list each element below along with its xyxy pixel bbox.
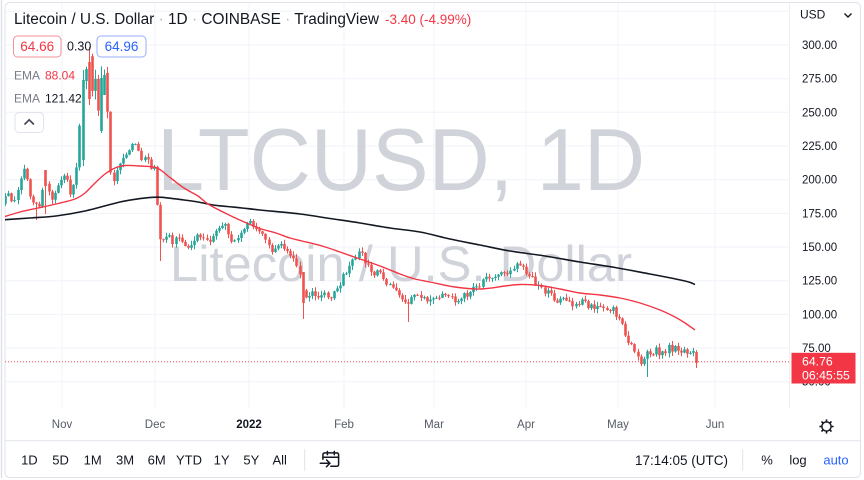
svg-text:Litecoin / U.S. Dollar · 1D ·: Litecoin / U.S. Dollar · 1D · COINBASE ·…: [14, 11, 380, 28]
svg-text:1D: 1D: [21, 453, 38, 468]
svg-text:300.00: 300.00: [802, 40, 837, 52]
svg-text:Apr: Apr: [517, 419, 535, 431]
svg-text:64.96: 64.96: [105, 39, 139, 54]
svg-text:log: log: [789, 453, 806, 468]
svg-text:EMA: EMA: [14, 69, 40, 83]
svg-text:Jun: Jun: [706, 419, 725, 431]
svg-text:%: %: [761, 453, 773, 468]
svg-text:Dec: Dec: [145, 419, 166, 431]
svg-text:06:45:55: 06:45:55: [802, 369, 850, 383]
svg-text:Mar: Mar: [424, 419, 444, 431]
svg-text:-3.40 (-4.99%): -3.40 (-4.99%): [385, 12, 471, 27]
svg-text:5Y: 5Y: [243, 453, 259, 468]
svg-text:USD: USD: [800, 8, 826, 22]
svg-text:3M: 3M: [116, 453, 134, 468]
svg-text:Nov: Nov: [52, 419, 73, 431]
svg-text:64.76: 64.76: [802, 355, 833, 369]
svg-text:200.00: 200.00: [802, 175, 837, 187]
svg-text:121.42: 121.42: [45, 92, 82, 106]
svg-text:auto: auto: [823, 453, 848, 468]
svg-text:6M: 6M: [148, 453, 166, 468]
svg-text:Feb: Feb: [334, 419, 354, 431]
svg-text:1Y: 1Y: [214, 453, 230, 468]
svg-text:64.66: 64.66: [20, 39, 54, 54]
svg-text:1M: 1M: [84, 453, 102, 468]
svg-text:17:14:05 (UTC): 17:14:05 (UTC): [635, 453, 728, 468]
svg-text:2022: 2022: [236, 419, 262, 431]
svg-text:275.00: 275.00: [802, 74, 837, 86]
svg-text:May: May: [607, 419, 629, 431]
svg-text:Litecoin / U.S. Dollar: Litecoin / U.S. Dollar: [170, 236, 632, 292]
svg-text:125.00: 125.00: [802, 276, 837, 288]
svg-text:5D: 5D: [52, 453, 69, 468]
svg-text:EMA: EMA: [14, 92, 40, 106]
svg-text:88.04: 88.04: [45, 69, 75, 83]
svg-text:0.30: 0.30: [67, 40, 91, 54]
svg-text:All: All: [272, 453, 287, 468]
svg-text:100.00: 100.00: [802, 309, 837, 321]
svg-text:LTCUSD, 1D: LTCUSD, 1D: [157, 110, 645, 209]
svg-text:250.00: 250.00: [802, 107, 837, 119]
svg-text:150.00: 150.00: [802, 242, 837, 254]
svg-text:175.00: 175.00: [802, 208, 837, 220]
svg-text:75.00: 75.00: [802, 343, 831, 355]
svg-text:225.00: 225.00: [802, 141, 837, 153]
svg-text:YTD: YTD: [176, 453, 202, 468]
